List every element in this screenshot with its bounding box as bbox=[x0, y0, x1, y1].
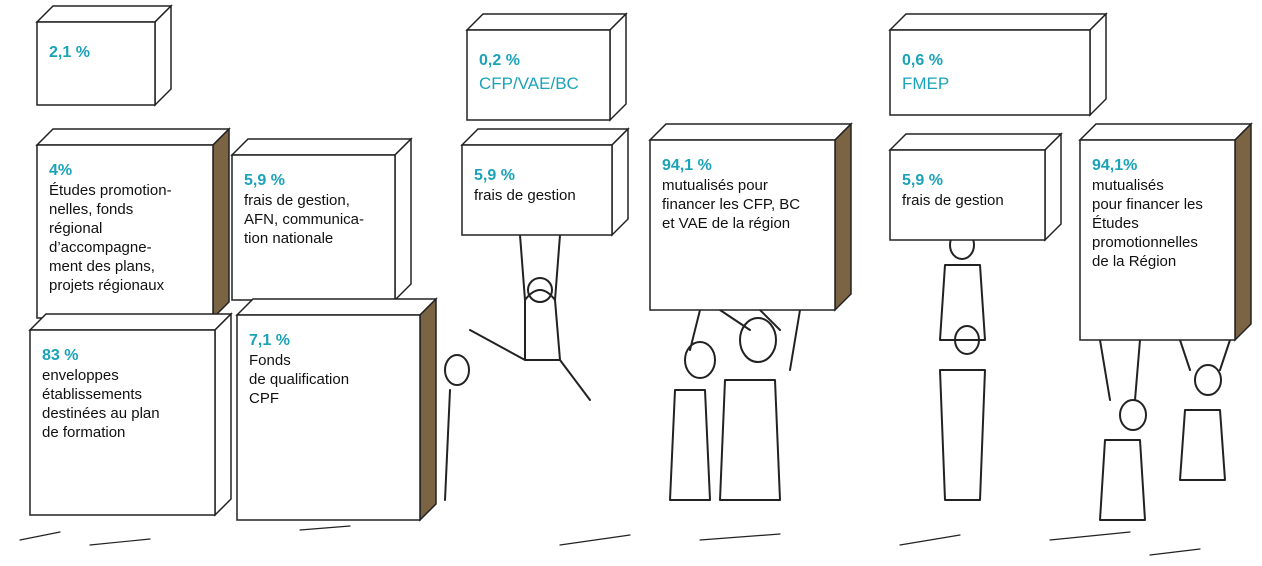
tag: CFP/VAE/BC bbox=[479, 74, 579, 93]
box-top bbox=[650, 124, 851, 140]
label-line: Études bbox=[1092, 215, 1139, 232]
box-side bbox=[1090, 14, 1106, 115]
label-line: régional bbox=[49, 220, 102, 237]
label-line: enveloppes bbox=[42, 367, 119, 384]
box-top bbox=[30, 314, 231, 330]
box-side bbox=[395, 139, 411, 300]
label-line: Fonds bbox=[249, 352, 291, 369]
box-side bbox=[213, 129, 229, 318]
box-top bbox=[37, 129, 229, 145]
label-line: ment des plans, bbox=[49, 258, 155, 275]
box: 94,1% mutualisés pour financer les Études pr… bbox=[1080, 124, 1251, 340]
box-top bbox=[37, 6, 171, 22]
box-side bbox=[155, 6, 171, 105]
label-line: pour financer les bbox=[1092, 196, 1203, 213]
label-line: nelles, fonds bbox=[49, 201, 133, 218]
box-top bbox=[1080, 124, 1251, 140]
percent: 5,9 % bbox=[244, 172, 285, 189]
box-side bbox=[215, 314, 231, 515]
label-line: Études promotion- bbox=[49, 182, 172, 199]
percent: 7,1 % bbox=[249, 332, 290, 349]
box: 2,1 % bbox=[37, 6, 171, 105]
label-line: mutualisés bbox=[1092, 177, 1164, 194]
label-line: établissements bbox=[42, 386, 142, 403]
box-top bbox=[237, 299, 436, 315]
figure bbox=[470, 235, 590, 400]
label-line: promotionnelles bbox=[1092, 234, 1198, 251]
label-line: et VAE de la région bbox=[662, 215, 790, 232]
box-side bbox=[612, 129, 628, 235]
label-line: frais de gestion, bbox=[244, 192, 350, 209]
box-side bbox=[1235, 124, 1251, 340]
label-line: projets régionaux bbox=[49, 277, 165, 294]
box: 0,6 % FMEP bbox=[890, 14, 1106, 115]
label-line: destinées au plan bbox=[42, 405, 160, 422]
percent: 0,6 % bbox=[902, 52, 943, 69]
box: 94,1 % mutualisés pour financer les CFP, B… bbox=[650, 124, 851, 310]
box-side bbox=[420, 299, 436, 520]
boxes: 2,1 % 4% Études promotion-nelles, fonds rég… bbox=[30, 6, 1251, 520]
percent: 83 % bbox=[42, 347, 78, 364]
percent: 4% bbox=[49, 162, 72, 179]
box: 5,9 % frais de gestion, AFN, communica-tio… bbox=[232, 139, 411, 300]
label-line: mutualisés pour bbox=[662, 177, 768, 194]
label-line: d’accompagne- bbox=[49, 239, 152, 256]
box-side bbox=[1045, 134, 1061, 240]
box: 7,1 % Fonds de qualification CPF bbox=[237, 299, 436, 520]
illustration: 2,1 % 4% Études promotion-nelles, fonds rég… bbox=[0, 0, 1262, 566]
box-top bbox=[232, 139, 411, 155]
label-line: CPF bbox=[249, 390, 279, 407]
label-line: financer les CFP, BC bbox=[662, 196, 800, 213]
box-side bbox=[835, 124, 851, 310]
box: 4% Études promotion-nelles, fonds régional… bbox=[37, 129, 229, 318]
ground bbox=[20, 526, 1200, 555]
label-line: tion nationale bbox=[244, 230, 333, 247]
box: 5,9 % frais de gestion bbox=[890, 134, 1061, 240]
box-front bbox=[890, 30, 1090, 115]
label-line: de qualification bbox=[249, 371, 349, 388]
box-top bbox=[462, 129, 628, 145]
percent: 94,1 % bbox=[662, 157, 712, 174]
label-line: frais de gestion bbox=[474, 187, 576, 204]
percent: 5,9 % bbox=[902, 172, 943, 189]
percent: 94,1% bbox=[1092, 157, 1137, 174]
box: 5,9 % frais de gestion bbox=[462, 129, 628, 235]
box: 0,2 % CFP/VAE/BC bbox=[467, 14, 626, 120]
label-line: de la Région bbox=[1092, 253, 1176, 270]
box-top bbox=[890, 134, 1061, 150]
percent: 0,2 % bbox=[479, 52, 520, 69]
box-top bbox=[890, 14, 1106, 30]
label-line: AFN, communica- bbox=[244, 211, 364, 228]
percent: 2,1 % bbox=[49, 44, 90, 61]
box-side bbox=[610, 14, 626, 120]
box-front bbox=[37, 22, 155, 105]
box: 83 % enveloppes établissements destinées au… bbox=[30, 314, 231, 515]
tag: FMEP bbox=[902, 74, 949, 93]
figure bbox=[445, 355, 469, 500]
label-line: de formation bbox=[42, 424, 125, 441]
label-line: frais de gestion bbox=[902, 192, 1004, 209]
box-top bbox=[467, 14, 626, 30]
percent: 5,9 % bbox=[474, 167, 515, 184]
figure bbox=[670, 310, 800, 500]
